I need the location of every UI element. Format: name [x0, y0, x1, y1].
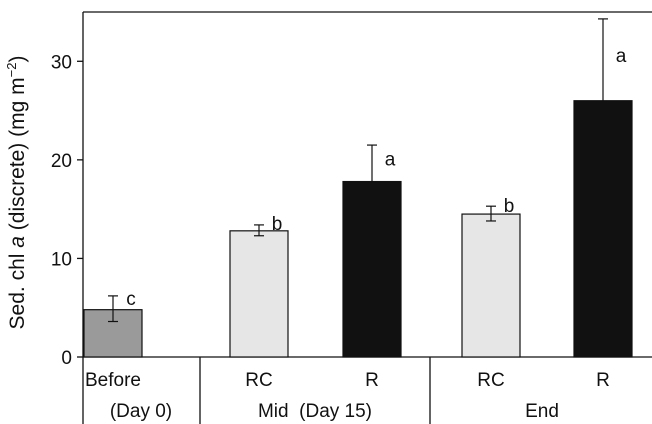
y-tick-label: 10: [51, 249, 72, 270]
significance-letter: a: [385, 149, 396, 170]
x-tick-label: R: [596, 370, 610, 391]
y-tick-label: 30: [51, 52, 72, 73]
x-tick-label: Before: [85, 370, 141, 391]
y-tick-label: 20: [51, 151, 72, 172]
bar: [461, 213, 521, 358]
bar: [342, 180, 402, 358]
bar: [573, 100, 633, 358]
chart-labels: c Before b RC a Rb RC a R (Day 0) Mid (Day 15) End: [85, 46, 627, 422]
y-tick-label: 0: [61, 348, 72, 369]
bar: [229, 230, 289, 358]
x-tick-label: R: [365, 370, 379, 391]
chart-bars: [83, 18, 633, 358]
significance-letter: c: [126, 289, 136, 310]
group-label: (Day 0): [110, 401, 172, 422]
group-label: Mid (Day 15): [258, 401, 372, 422]
significance-letter: b: [272, 214, 283, 235]
y-axis-label: Sed. chl a (discrete) (mg m−2): [4, 56, 29, 330]
chart-axes: 0 10 20 30 Sed. chl a (discrete) (mg m−2): [4, 11, 652, 424]
group-label: End: [525, 401, 559, 422]
significance-letter: b: [504, 196, 515, 217]
x-tick-label: RC: [245, 370, 272, 391]
significance-letter: a: [616, 46, 627, 67]
x-tick-label: RC: [477, 370, 504, 391]
